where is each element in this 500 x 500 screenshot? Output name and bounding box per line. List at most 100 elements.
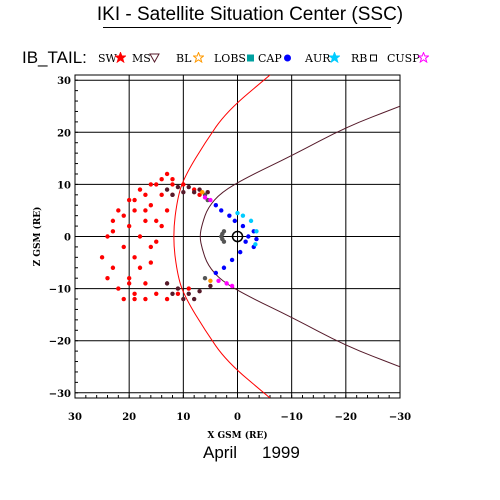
data-point	[213, 203, 219, 208]
data-point	[254, 236, 259, 242]
x-tick-label: −20	[335, 412, 357, 423]
legend-label: MS	[132, 52, 151, 65]
data-point	[121, 296, 126, 302]
legend-item-lobs: LOBS	[214, 52, 254, 65]
data-point	[221, 239, 227, 244]
series-lobs	[200, 190, 213, 283]
series-bl	[202, 192, 227, 281]
y-axis-label: Z GSM (RE)	[32, 207, 43, 267]
data-point	[186, 286, 191, 291]
triangle-down-icon	[149, 53, 160, 63]
legend-item-bl: BL	[176, 52, 204, 65]
title-underline	[103, 27, 391, 28]
data-point	[121, 213, 126, 218]
x-tick-label: 10	[176, 412, 190, 423]
data-point	[126, 223, 132, 229]
data-point	[181, 296, 186, 302]
data-point	[105, 234, 110, 239]
x-tick-label: −30	[389, 412, 411, 423]
data-point	[186, 291, 191, 297]
data-point	[105, 275, 110, 281]
footer-month: April	[203, 443, 238, 462]
data-point	[143, 281, 148, 286]
data-point	[164, 281, 170, 286]
square-outline-icon	[370, 54, 377, 62]
data-point	[175, 286, 181, 291]
data-point	[186, 184, 191, 190]
data-point	[148, 203, 154, 208]
data-point	[154, 291, 159, 297]
data-point	[175, 184, 181, 190]
y-tick-label: 30	[57, 76, 71, 87]
boundary-magnetopause	[199, 105, 400, 368]
star-outline-icon	[418, 52, 429, 63]
circle-icon	[284, 54, 291, 62]
series-sw	[99, 171, 202, 302]
data-point	[126, 281, 132, 286]
star-icon	[115, 52, 126, 63]
legend-label: AUR	[305, 52, 331, 65]
data-point	[202, 195, 208, 200]
data-point	[110, 229, 116, 234]
data-point	[227, 213, 232, 218]
data-point	[143, 208, 148, 213]
data-point	[208, 278, 213, 283]
legend-label: CUSP	[387, 52, 420, 65]
data-point	[191, 296, 197, 302]
data-point	[254, 229, 259, 234]
data-point	[170, 192, 175, 198]
y-tick-label: 0	[64, 233, 71, 244]
legend-item-cusp: CUSP	[387, 52, 429, 65]
data-point	[132, 197, 137, 203]
data-point	[137, 234, 143, 239]
legend-item-sw: SW	[98, 52, 126, 65]
legend-item-ms: MS	[132, 52, 160, 65]
data-point	[197, 192, 202, 198]
data-point	[116, 286, 121, 291]
data-point	[126, 275, 132, 281]
data-point	[99, 255, 105, 260]
data-point	[200, 190, 205, 195]
data-point	[132, 208, 137, 213]
data-point	[164, 208, 170, 213]
data-point	[143, 218, 148, 224]
legend-label: CAP	[258, 52, 282, 65]
legend-label: SW	[98, 52, 117, 65]
data-point	[224, 281, 229, 286]
data-point	[243, 239, 248, 244]
series-aur	[235, 210, 259, 247]
series-cusp	[202, 195, 235, 289]
data-point	[159, 192, 164, 198]
data-point	[253, 242, 258, 247]
series-ms	[164, 184, 213, 302]
page-title: IKI - Satellite Situation Center (SSC)	[96, 4, 404, 25]
star-icon	[329, 52, 340, 63]
data-point	[116, 208, 121, 213]
boundary-bow-shock	[173, 75, 271, 398]
data-point	[164, 171, 170, 177]
data-point	[216, 278, 221, 283]
data-point	[229, 257, 235, 263]
data-point	[197, 187, 202, 192]
legend-label: RB	[351, 52, 368, 65]
data-point	[137, 265, 143, 270]
star-outline-icon	[193, 52, 204, 63]
data-point	[143, 296, 148, 302]
y-tick-label: −30	[49, 389, 71, 400]
data-point	[219, 208, 224, 213]
data-point	[159, 223, 164, 229]
data-point	[170, 291, 175, 297]
data-point	[181, 182, 186, 187]
data-point	[240, 223, 246, 229]
mission-label: IB_TAIL:	[22, 48, 87, 67]
data-point	[148, 260, 154, 265]
data-point	[154, 182, 159, 187]
data-point	[229, 283, 235, 289]
data-point	[240, 213, 246, 218]
data-point	[202, 275, 208, 281]
data-point	[164, 296, 170, 302]
data-point	[154, 218, 159, 224]
footer-year: 1999	[262, 443, 300, 462]
data-point	[181, 190, 186, 195]
